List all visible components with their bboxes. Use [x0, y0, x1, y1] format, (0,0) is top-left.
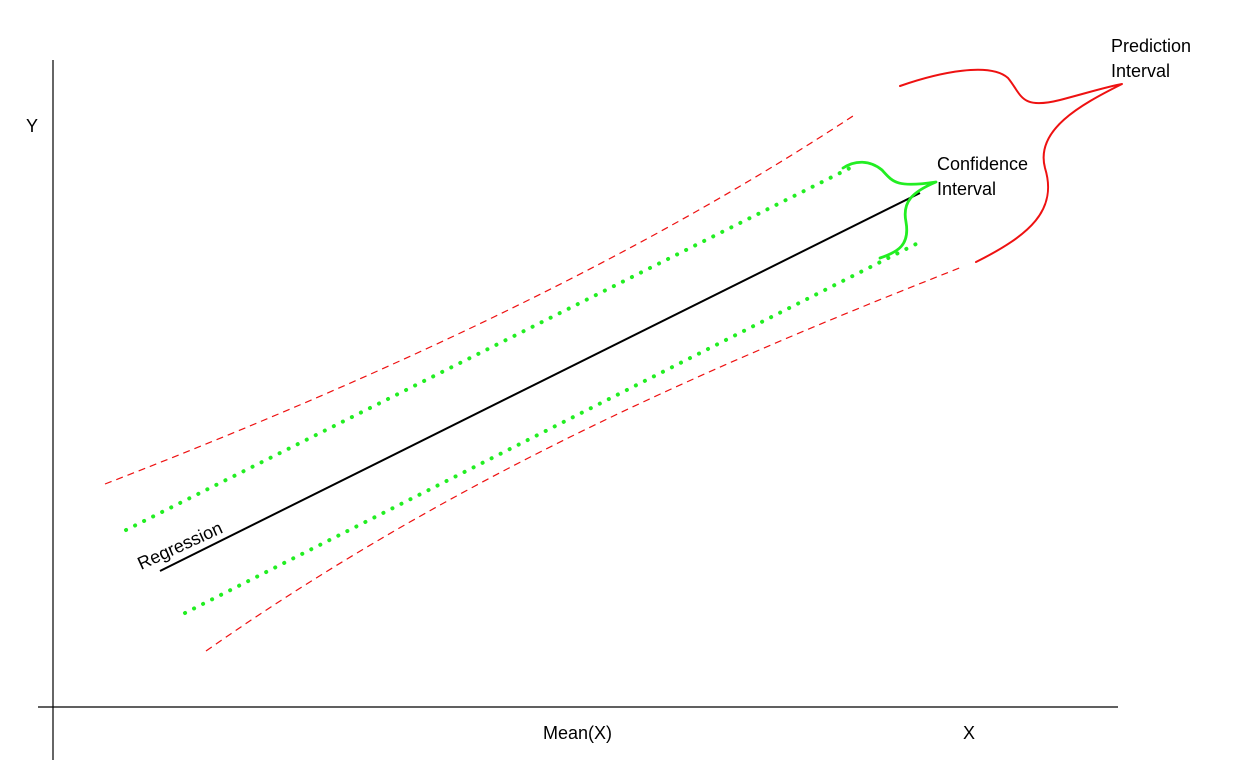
y-axis-label: Y: [26, 116, 38, 136]
confidence-interval-label-line2: Interval: [937, 179, 996, 199]
prediction-band-lower: [205, 266, 963, 652]
prediction-brace: [899, 68, 1123, 263]
confidence-band-lower: [183, 240, 922, 615]
mean-x-tick-label: Mean(X): [543, 723, 612, 743]
confidence-brace: [841, 160, 938, 260]
confidence-band-upper: [124, 166, 852, 532]
prediction-band-upper: [104, 113, 857, 485]
confidence-interval-label-line1: Confidence: [937, 154, 1028, 174]
prediction-interval-label-line2: Interval: [1111, 61, 1170, 81]
x-axis-label: X: [963, 723, 975, 743]
prediction-interval-label-line1: Prediction: [1111, 36, 1191, 56]
regression-line: [159, 192, 921, 572]
